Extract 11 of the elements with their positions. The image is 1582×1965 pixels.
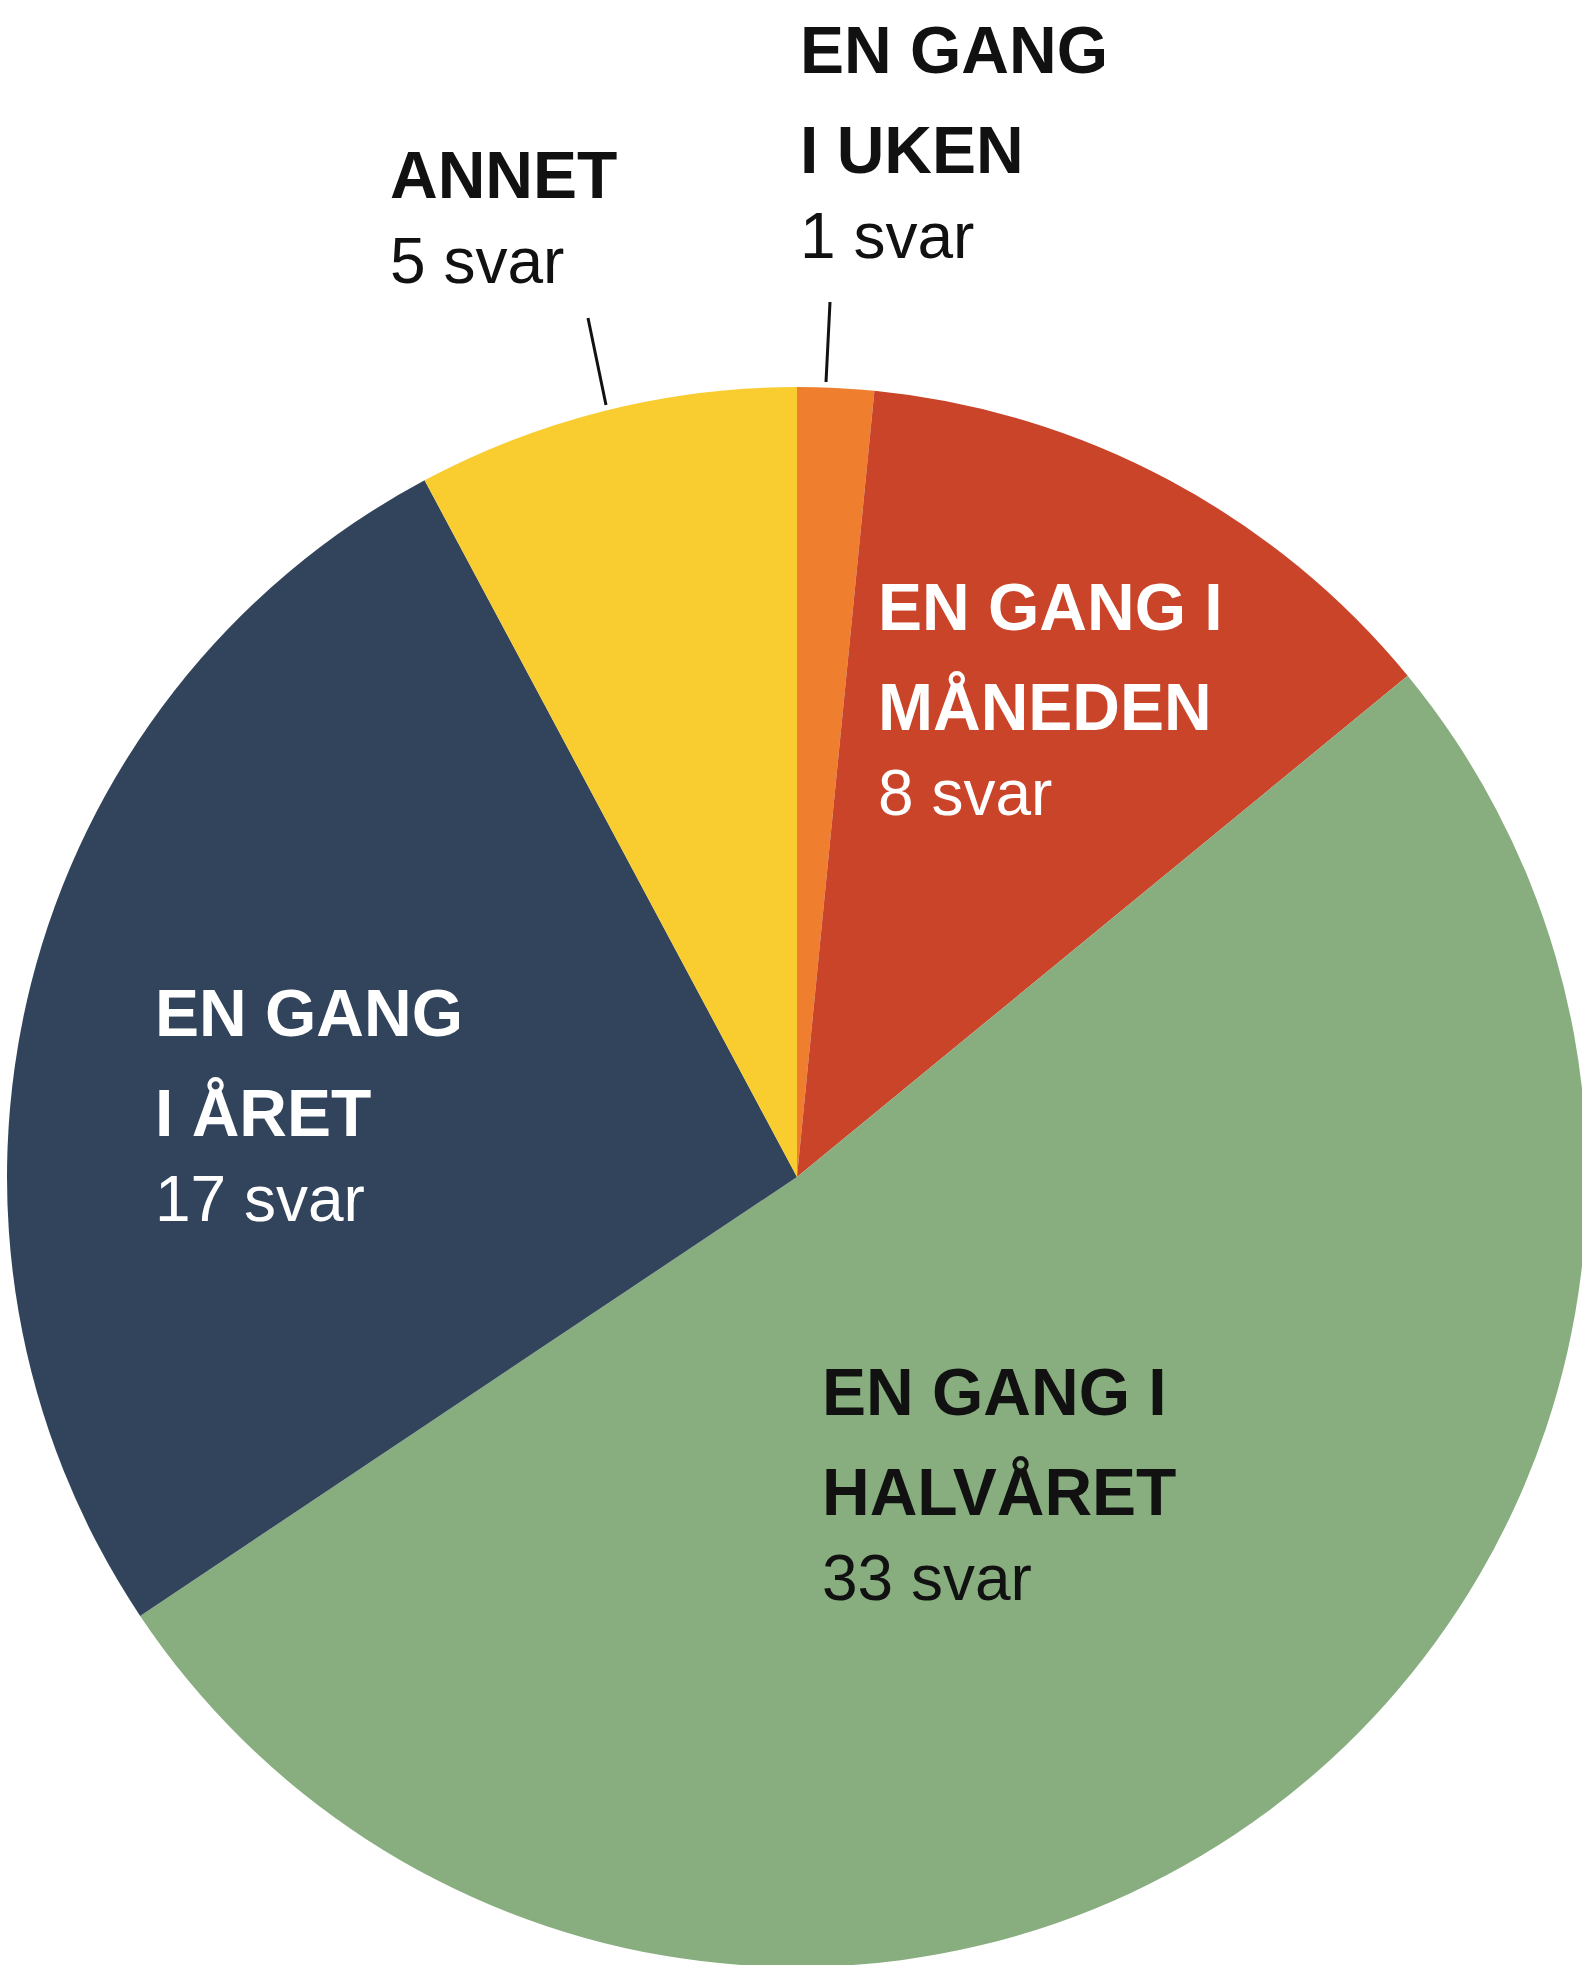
data-label: 1 svar	[800, 200, 975, 272]
pie-slice	[797, 390, 1408, 1177]
data-label: 33 svar	[822, 1542, 1032, 1614]
slice-label: EN GANG I MÅNEDEN	[878, 570, 1223, 744]
data-label: 17 svar	[155, 1163, 365, 1235]
data-label: 8 svar	[878, 757, 1053, 829]
slice-label: EN GANG I UKEN	[800, 13, 1109, 187]
slice-label: EN GANG I ÅRET	[155, 976, 464, 1150]
data-label: 5 svar	[390, 225, 565, 297]
slice-label: ANNET	[390, 138, 618, 212]
slice-label: EN GANG I HALVÅRET	[822, 1355, 1177, 1529]
